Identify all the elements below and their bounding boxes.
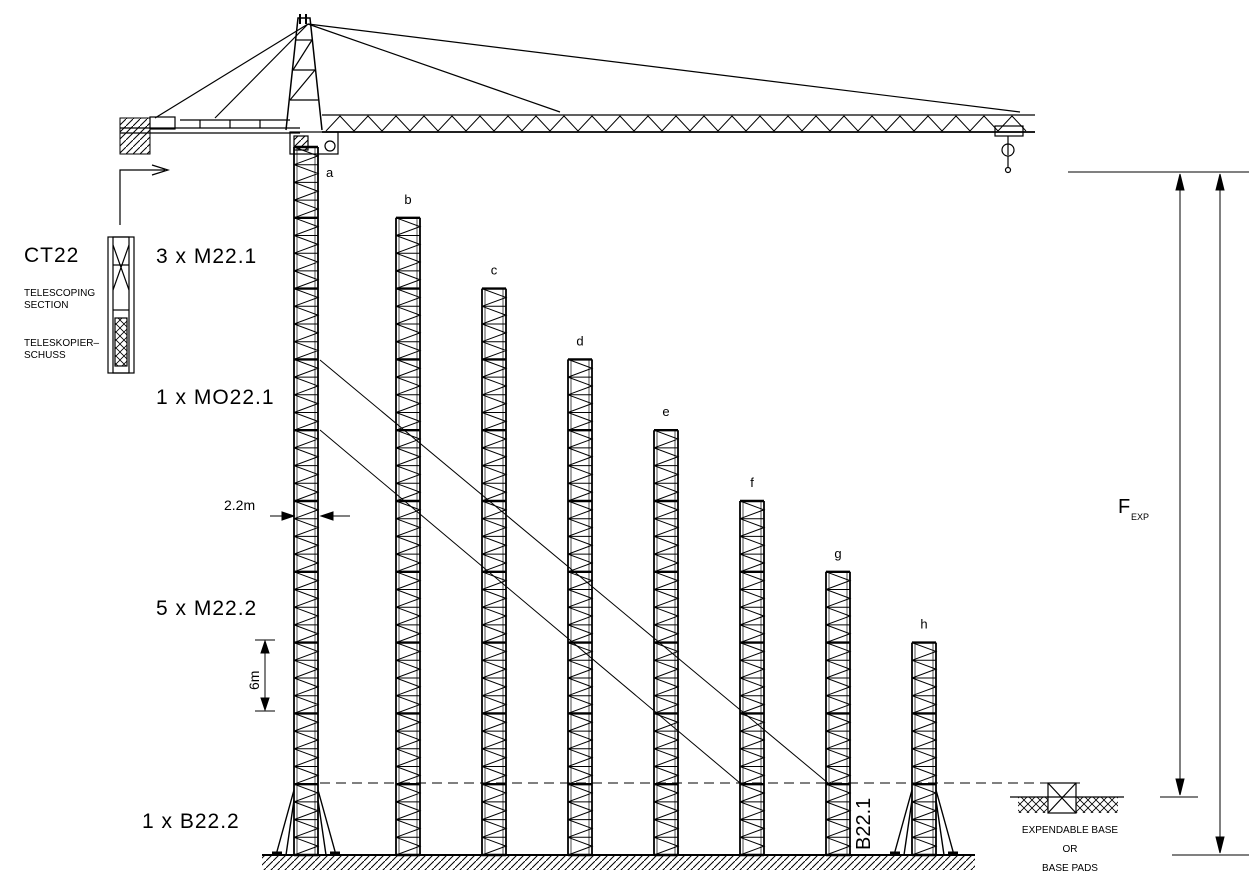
config-label-h: h [920,617,927,632]
height-symbol: F [1118,496,1130,518]
crane-model-label: CT22 [24,244,79,267]
section-label-base: 1 x B22.2 [142,810,240,833]
crane-jib [119,14,1035,174]
width-label: 2.2m [224,497,255,513]
mast-b [395,216,422,857]
section-label-lower: 5 x M22.2 [156,597,257,620]
config-label-e: e [662,404,669,419]
base-option-2: OR [1063,844,1078,855]
telescoping-label-de-2: SCHUSS [24,350,66,361]
mast-f [739,499,766,857]
config-label-c: c [491,263,498,278]
side-base-label: B22.1 [853,798,875,850]
config-label-b: b [404,192,411,207]
telescoping-label-en-2: SECTION [24,300,68,311]
height-dimension [1068,171,1249,856]
config-label-f: f [750,475,754,490]
ground [262,854,975,870]
config-label-d: d [576,333,583,348]
telescoping-label-de-1: TELESKOPIER– [24,338,99,349]
mast-c [481,287,508,857]
telescoping-section-drawing [107,164,171,374]
config-label-a: a [326,165,334,180]
segment-dimension [255,639,275,712]
segment-label: 6m [246,671,262,690]
mast-d [567,358,594,857]
expendable-base-symbol [1010,782,1124,814]
section-label-top: 3 x M22.1 [156,245,257,268]
section-guide-lines [319,359,829,784]
section-label-mid: 1 x MO22.1 [156,386,275,409]
base-option-1: EXPENDABLE BASE [1022,825,1118,836]
mast-g [825,570,852,857]
configuration-labels: a b c d e f g h [326,165,928,632]
mast-h [890,641,958,857]
mast-e [653,429,680,857]
config-label-g: g [834,546,841,561]
base-option-3: BASE PADS [1042,863,1098,874]
width-dimension [270,511,350,521]
telescoping-label-en-1: TELESCOPING [24,288,95,299]
height-subscript: EXP [1131,512,1149,522]
mast-configurations [272,145,958,857]
mast-a [272,145,340,857]
